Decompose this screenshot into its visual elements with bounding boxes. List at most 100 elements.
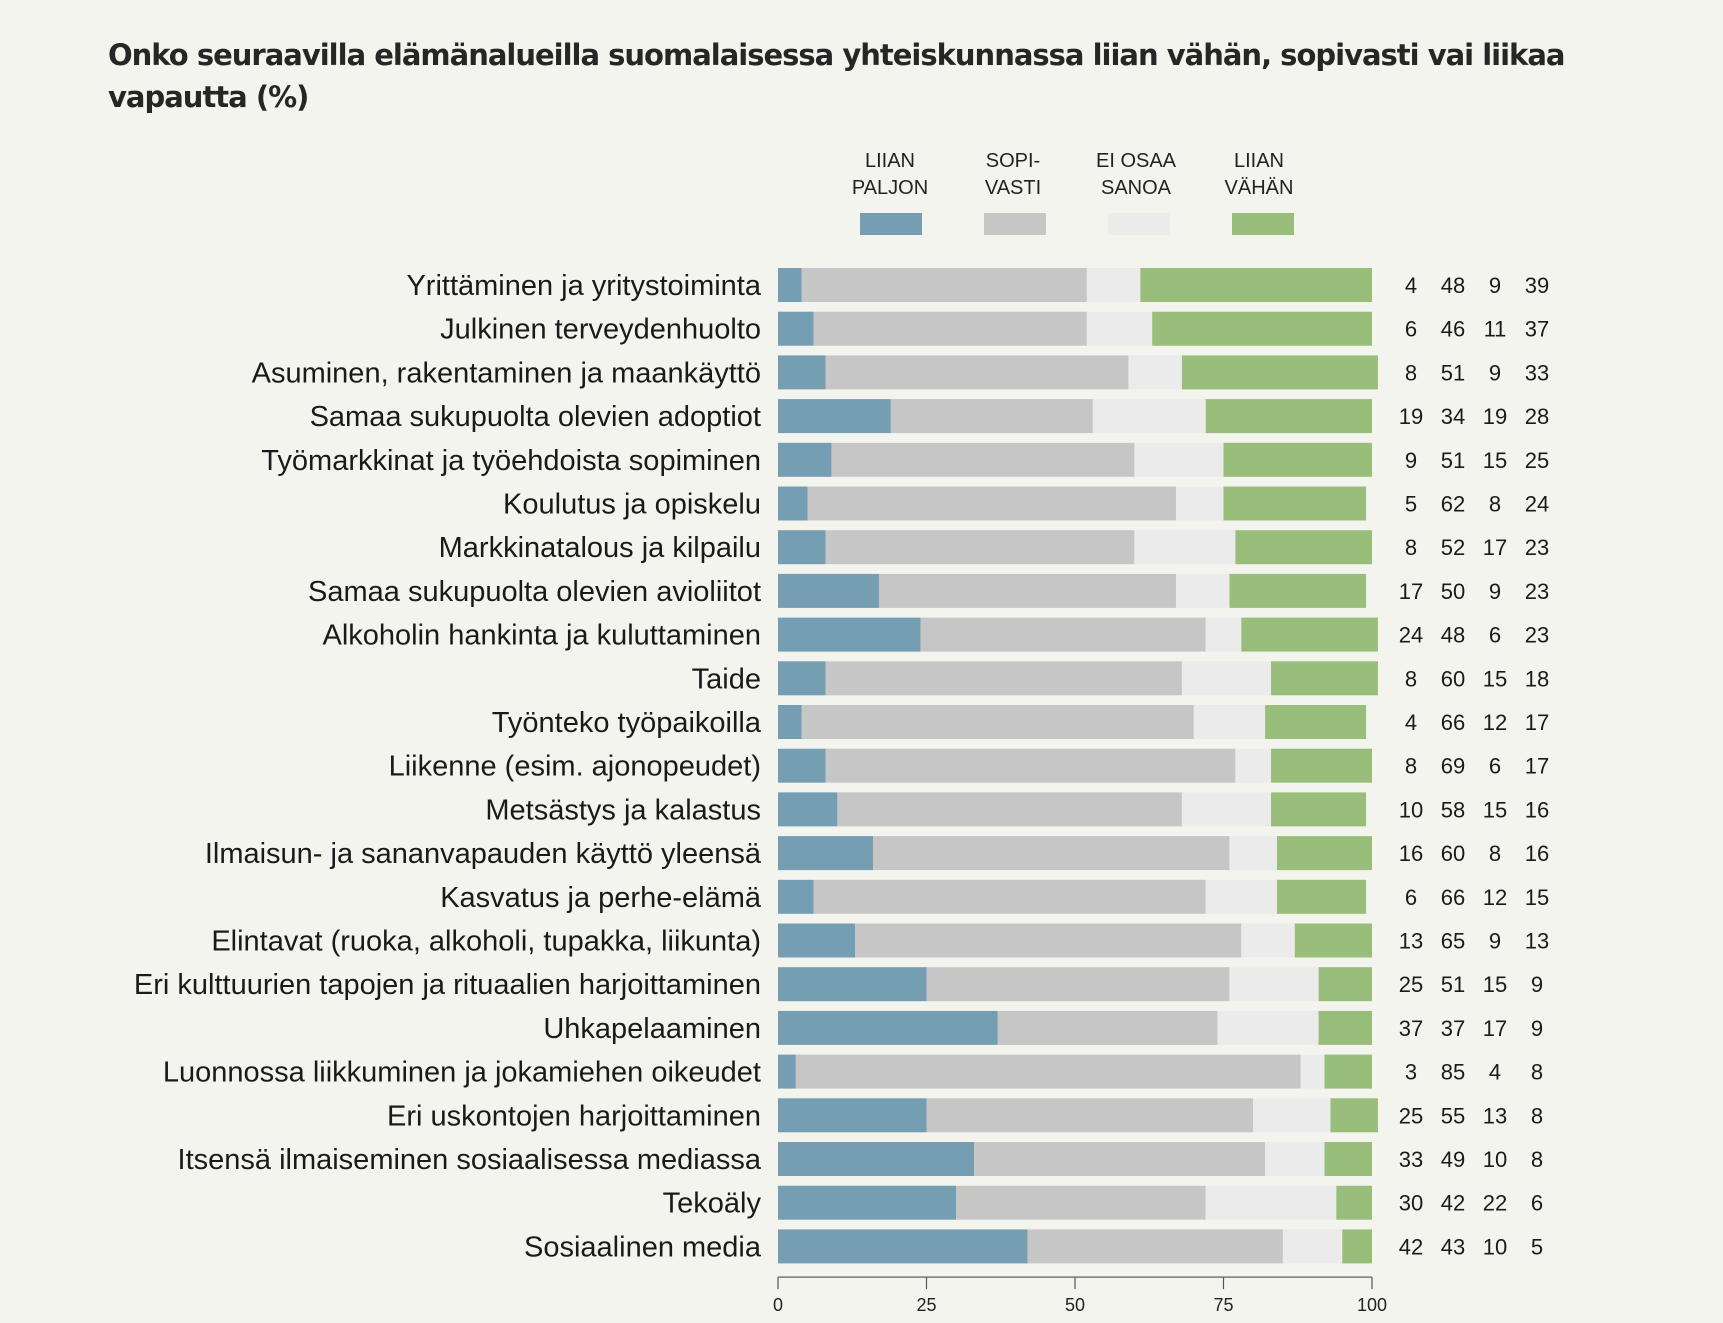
legend-label-liian-vahan: LIIAN VÄHÄN bbox=[1204, 148, 1314, 202]
bar-liian-paljon-samaa-sukupuolta-olevien-avioliitot bbox=[778, 573, 879, 608]
bar-sopivasti-uhkapelaaminen bbox=[997, 1010, 1218, 1045]
value-label-sopivasti: 51 bbox=[1441, 360, 1465, 385]
bar-sopivasti-eri-kulttuurien-tapojen-ja-rituaalien-harjoittaminen bbox=[926, 967, 1230, 1002]
value-label-liian-paljon: 33 bbox=[1399, 1147, 1423, 1172]
legend-label-sopivasti: SOPI- VASTI bbox=[958, 148, 1068, 202]
value-label-liian-paljon: 42 bbox=[1399, 1234, 1423, 1259]
legend-swatch-liian-vahan bbox=[1232, 213, 1294, 235]
bar-ei-osaa-sanoa-itsensa-ilmaiseminen-sosiaalisessa-mediassa bbox=[1265, 1142, 1325, 1176]
bar-liian-paljon-liikenne-esim-ajonopeudet bbox=[778, 748, 826, 783]
bar-ei-osaa-sanoa-taide bbox=[1181, 661, 1272, 696]
value-label-sopivasti: 58 bbox=[1441, 797, 1465, 822]
value-label-liian-paljon: 13 bbox=[1399, 929, 1423, 954]
bar-sopivasti-yrittaminen-ja-yritystoiminta bbox=[801, 268, 1087, 302]
bar-sopivasti-sosiaalinen-media bbox=[1027, 1229, 1283, 1264]
value-label-ei-osaa-sanoa: 8 bbox=[1489, 492, 1501, 517]
value-label-ei-osaa-sanoa: 6 bbox=[1489, 623, 1501, 648]
value-label-ei-osaa-sanoa: 22 bbox=[1483, 1191, 1507, 1216]
value-label-ei-osaa-sanoa: 13 bbox=[1483, 1103, 1507, 1128]
bar-liian-vahan-metsastys-ja-kalastus bbox=[1271, 792, 1367, 827]
value-label-sopivasti: 65 bbox=[1441, 929, 1465, 954]
bar-liian-paljon-ilmaisun-ja-sananvapauden-kaytto-yleensa bbox=[778, 836, 874, 871]
value-label-liian-paljon: 24 bbox=[1399, 623, 1423, 648]
bar-liian-paljon-tyomarkkinat-ja-tyoehdoista-sopiminen bbox=[778, 442, 832, 477]
bar-sopivasti-ilmaisun-ja-sananvapauden-kaytto-yleensa bbox=[873, 836, 1230, 871]
value-label-sopivasti: 42 bbox=[1441, 1191, 1465, 1216]
value-label-ei-osaa-sanoa: 10 bbox=[1483, 1234, 1507, 1259]
bar-sopivasti-kasvatus-ja-perhe-elama bbox=[813, 879, 1206, 914]
value-label-sopivasti: 51 bbox=[1441, 972, 1465, 997]
value-label-liian-vahan: 8 bbox=[1531, 1060, 1543, 1085]
value-label-ei-osaa-sanoa: 6 bbox=[1489, 754, 1501, 779]
bar-liian-vahan-eri-uskontojen-harjoittaminen bbox=[1330, 1098, 1378, 1133]
x-axis: 0 25 50 75 100 bbox=[773, 1276, 1387, 1315]
category-label: Alkoholin hankinta ja kuluttaminen bbox=[323, 620, 762, 652]
value-label-liian-paljon: 5 bbox=[1405, 492, 1417, 517]
bar-liian-paljon-yrittaminen-ja-yritystoiminta bbox=[778, 268, 802, 302]
bar-liian-vahan-markkinatalous-ja-kilpailu bbox=[1235, 530, 1372, 565]
category-label: Samaa sukupuolta olevien adoptiot bbox=[310, 401, 761, 433]
bar-sopivasti-liikenne-esim-ajonopeudet bbox=[825, 748, 1236, 783]
category-label: Kasvatus ja perhe-elämä bbox=[440, 882, 762, 914]
category-label: Yrittäminen ja yritystoiminta bbox=[406, 270, 761, 302]
value-label-liian-paljon: 6 bbox=[1405, 885, 1417, 910]
category-label: Uhkapelaaminen bbox=[543, 1013, 761, 1045]
value-label-liian-paljon: 4 bbox=[1405, 273, 1417, 298]
category-label: Koulutus ja opiskelu bbox=[503, 489, 761, 521]
bar-liian-vahan-asuminen-rakentaminen-ja-maankaytto bbox=[1181, 355, 1378, 390]
value-label-liian-vahan: 23 bbox=[1525, 535, 1549, 560]
bar-ei-osaa-sanoa-samaa-sukupuolta-olevien-avioliitot bbox=[1175, 573, 1230, 608]
bar-ei-osaa-sanoa-julkinen-terveydenhuolto bbox=[1086, 311, 1153, 346]
value-label-ei-osaa-sanoa: 15 bbox=[1483, 797, 1507, 822]
legend-label-line: VASTI bbox=[984, 177, 1042, 199]
category-label: Eri kulttuurien tapojen ja rituaalien ha… bbox=[134, 969, 761, 1001]
value-label-liian-vahan: 15 bbox=[1525, 885, 1549, 910]
bar-liian-paljon-koulutus-ja-opiskelu bbox=[778, 486, 808, 521]
legend-label-line: PALJON bbox=[851, 177, 929, 199]
legend-label-line: EI OSAA bbox=[1095, 150, 1177, 172]
bar-ei-osaa-sanoa-metsastys-ja-kalastus bbox=[1181, 792, 1272, 827]
bar-sopivasti-eri-uskontojen-harjoittaminen bbox=[926, 1098, 1254, 1133]
value-label-ei-osaa-sanoa: 12 bbox=[1483, 710, 1507, 735]
value-label-liian-paljon: 19 bbox=[1399, 404, 1423, 429]
bar-liian-vahan-alkoholin-hankinta-ja-kuluttaminen bbox=[1241, 617, 1378, 652]
bar-sopivasti-samaa-sukupuolta-olevien-adoptiot bbox=[890, 399, 1093, 434]
value-label-sopivasti: 52 bbox=[1441, 535, 1465, 560]
bar-liian-vahan-yrittaminen-ja-yritystoiminta bbox=[1140, 268, 1372, 302]
category-label: Työnteko työpaikoilla bbox=[492, 707, 762, 739]
value-label-ei-osaa-sanoa: 9 bbox=[1489, 273, 1501, 298]
value-label-liian-paljon: 6 bbox=[1405, 317, 1417, 342]
value-label-ei-osaa-sanoa: 9 bbox=[1489, 579, 1501, 604]
bar-ei-osaa-sanoa-koulutus-ja-opiskelu bbox=[1175, 486, 1224, 521]
value-label-ei-osaa-sanoa: 4 bbox=[1489, 1060, 1501, 1085]
legend-label-liian-paljon: LIIAN PALJON bbox=[835, 148, 945, 202]
value-label-liian-paljon: 8 bbox=[1405, 535, 1417, 560]
bar-liian-paljon-sosiaalinen-media bbox=[778, 1229, 1028, 1264]
bar-sopivasti-alkoholin-hankinta-ja-kuluttaminen bbox=[920, 617, 1206, 652]
bar-ei-osaa-sanoa-alkoholin-hankinta-ja-kuluttaminen bbox=[1205, 617, 1242, 652]
bar-liian-vahan-samaa-sukupuolta-olevien-adoptiot bbox=[1205, 399, 1372, 434]
bar-liian-vahan-taide bbox=[1271, 661, 1378, 696]
bar-liian-vahan-julkinen-terveydenhuolto bbox=[1152, 311, 1372, 346]
value-label-liian-vahan: 8 bbox=[1531, 1147, 1543, 1172]
value-label-sopivasti: 49 bbox=[1441, 1147, 1465, 1172]
bar-sopivasti-koulutus-ja-opiskelu bbox=[807, 486, 1176, 521]
bar-liian-paljon-uhkapelaaminen bbox=[778, 1010, 998, 1045]
value-label-liian-paljon: 3 bbox=[1405, 1060, 1417, 1085]
value-label-sopivasti: 60 bbox=[1441, 841, 1465, 866]
legend-label-line: LIIAN bbox=[864, 150, 916, 172]
bar-ei-osaa-sanoa-eri-uskontojen-harjoittaminen bbox=[1253, 1098, 1331, 1133]
value-label-sopivasti: 48 bbox=[1441, 273, 1465, 298]
bars-group bbox=[778, 268, 1378, 1264]
bar-liian-vahan-tekoaly bbox=[1336, 1185, 1372, 1220]
category-label: Eri uskontojen harjoittaminen bbox=[387, 1100, 761, 1132]
bar-liian-vahan-itsensa-ilmaiseminen-sosiaalisessa-mediassa bbox=[1324, 1142, 1372, 1176]
value-label-liian-paljon: 4 bbox=[1405, 710, 1417, 735]
category-label: Ilmaisun- ja sananvapauden käyttö yleens… bbox=[205, 838, 762, 870]
bar-ei-osaa-sanoa-elintavat-ruoka-alkoholi-tupakka-liikunta bbox=[1241, 923, 1295, 958]
category-label: Metsästys ja kalastus bbox=[485, 794, 761, 826]
legend-label-line: SANOA bbox=[1100, 177, 1172, 199]
x-tick-label: 75 bbox=[1213, 1295, 1233, 1315]
value-label-liian-paljon: 17 bbox=[1399, 579, 1423, 604]
category-label: Markkinatalous ja kilpailu bbox=[439, 532, 761, 564]
